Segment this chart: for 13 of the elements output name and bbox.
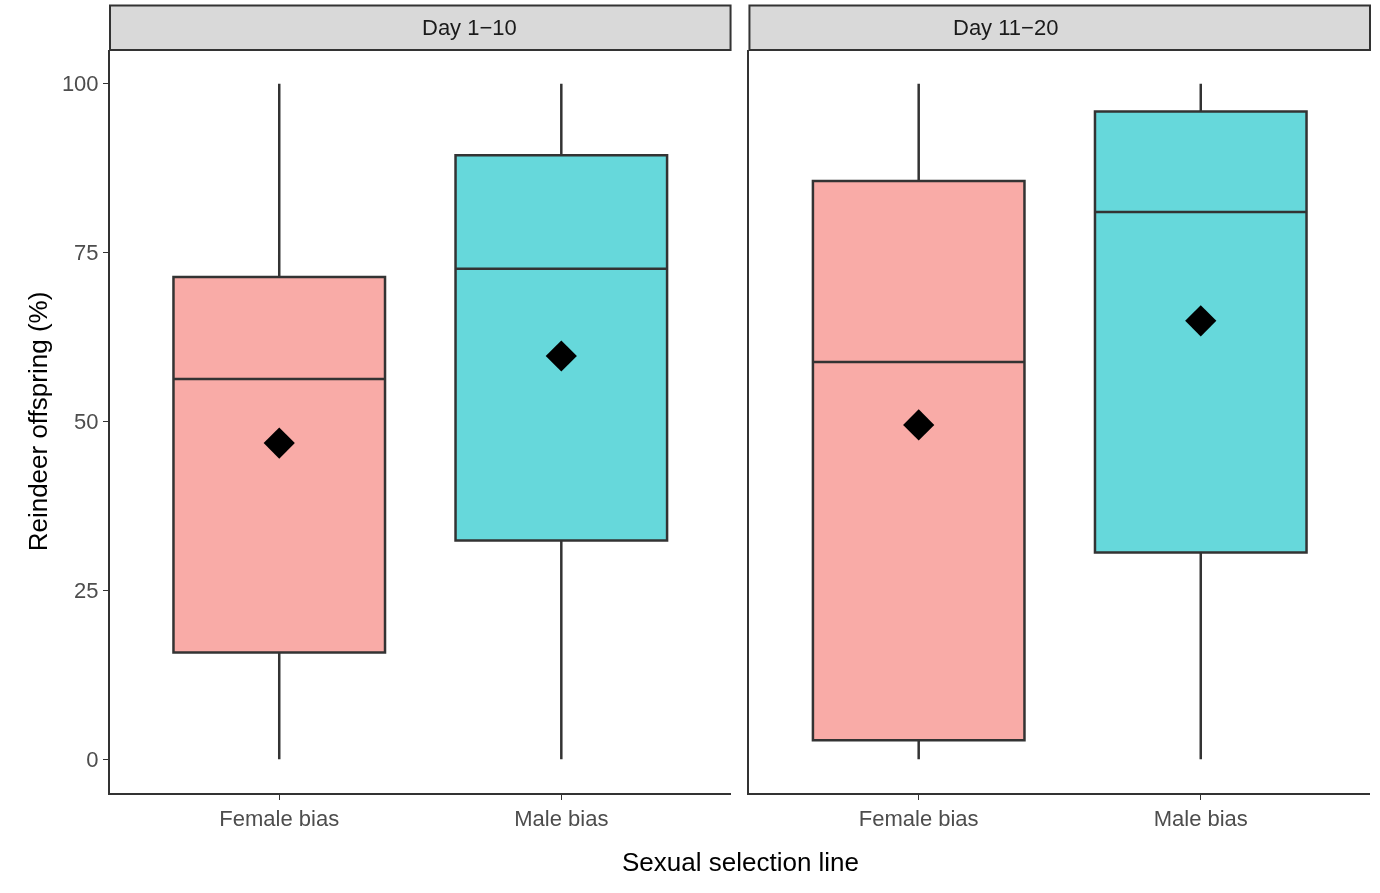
y-tick-label: 50 xyxy=(74,409,99,435)
x-axis-title: Sexual selection line xyxy=(622,847,860,877)
y-tick-label: 100 xyxy=(61,71,99,97)
chart-title: Day 11−20 xyxy=(953,15,1059,40)
chart-title: Day 1−10 xyxy=(422,15,517,40)
x-tick-label: Female bias xyxy=(219,806,340,832)
y-tick-label: 0 xyxy=(86,746,99,772)
x-tick-label: Male bias xyxy=(514,806,609,832)
x-tick-label: Male bias xyxy=(1153,806,1248,832)
y-axis-title: Reindeer offspring (%) xyxy=(23,291,53,552)
y-tick-label: 25 xyxy=(74,578,99,604)
x-tick-label: Female bias xyxy=(858,806,979,832)
y-tick-label: 75 xyxy=(74,240,99,266)
